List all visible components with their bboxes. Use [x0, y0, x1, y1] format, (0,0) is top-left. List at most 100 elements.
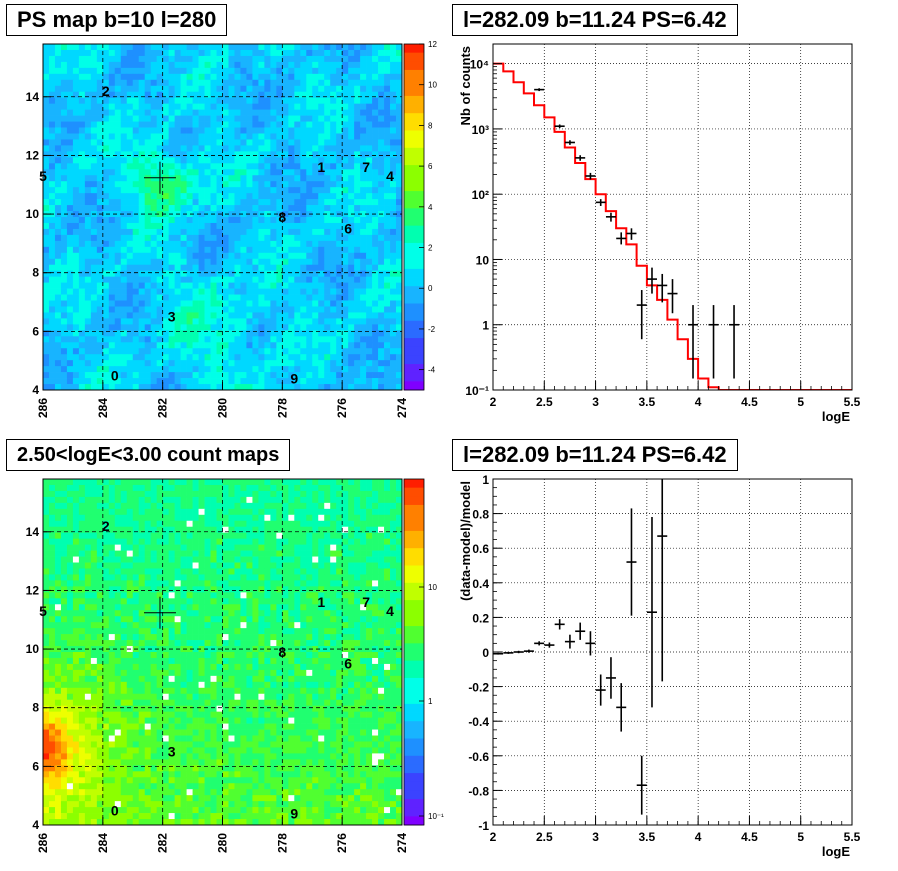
- psmap-cell: [330, 348, 337, 355]
- psmap-ytick-label: 14: [26, 90, 40, 104]
- psmap-cell: [342, 145, 349, 152]
- cmap-cell: [108, 550, 116, 557]
- psmap-cell: [198, 378, 205, 385]
- psmap-cell: [234, 378, 241, 385]
- cmap-cell: [342, 604, 349, 611]
- psmap-cell: [384, 139, 391, 146]
- cmap-cell: [48, 598, 56, 605]
- cmap-cell: [234, 580, 241, 587]
- psmap-cell: [204, 336, 211, 343]
- psmap-cell: [43, 97, 50, 105]
- psmap-cell: [150, 348, 158, 355]
- psmap-cell: [84, 193, 92, 200]
- psmap-cell: [354, 300, 361, 307]
- psmap-cell: [372, 354, 379, 361]
- psmap-cell: [318, 199, 325, 206]
- psmap-cell: [228, 288, 235, 295]
- cmap-cell: [288, 538, 295, 545]
- psmap-cell: [138, 163, 146, 170]
- psmap-cell: [120, 145, 128, 152]
- cmap-cell: [372, 562, 379, 569]
- cmap-cell: [276, 550, 283, 557]
- psmap-cell: [384, 133, 391, 140]
- psmap-cell: [126, 205, 134, 212]
- cmap-cell: [384, 568, 391, 575]
- psmap-cell: [162, 240, 169, 248]
- cmap-cell: [360, 508, 367, 516]
- cmap-cell: [366, 502, 373, 510]
- psmap-cell: [60, 91, 68, 99]
- psmap-cell: [270, 133, 277, 140]
- cmap-cell: [144, 610, 152, 617]
- cmap-cell: [66, 532, 74, 540]
- cmap-cell: [132, 520, 140, 528]
- cmap-cell: [372, 598, 379, 605]
- psmap-cell: [120, 44, 128, 51]
- psmap-cell: [102, 44, 110, 51]
- cmap-cell: [90, 484, 98, 492]
- psmap-cell: [120, 205, 128, 212]
- psmap-cell: [114, 205, 122, 212]
- psmap-cell: [66, 294, 74, 301]
- psmap-cell: [342, 217, 349, 224]
- cmap-cell: [66, 490, 74, 498]
- psmap-cell: [204, 318, 211, 325]
- psmap-cell: [360, 318, 367, 325]
- psmap-cell: [396, 384, 403, 391]
- psmap-cell: [108, 222, 116, 230]
- psmap-cell: [174, 366, 181, 373]
- psmap-cell: [348, 234, 355, 242]
- cmap-cell: [168, 556, 175, 563]
- psmap-cell: [234, 145, 241, 152]
- psmap-cell: [240, 234, 247, 242]
- psmap-cell: [354, 139, 361, 146]
- psmap-cell: [144, 157, 152, 164]
- psmap-cell: [120, 312, 128, 319]
- psmap-cell: [126, 330, 134, 337]
- psmap-cell: [312, 318, 319, 325]
- psmap-cell: [234, 205, 241, 212]
- psmap-cell: [168, 258, 175, 266]
- psmap-cell: [396, 139, 403, 146]
- psmap-cell: [348, 91, 355, 99]
- psmap-cbar-swatch: [404, 312, 424, 322]
- psmap-cell: [66, 306, 74, 313]
- psmap-cell: [144, 348, 152, 355]
- cmap-cell: [66, 598, 74, 605]
- psmap-cell: [180, 85, 187, 93]
- psmap-cell: [282, 151, 289, 158]
- psmap-cell: [360, 246, 367, 254]
- psmap-cell: [258, 342, 265, 349]
- cmap-cell: [324, 479, 331, 486]
- psmap-cell: [228, 79, 235, 87]
- psmap-cell: [324, 300, 331, 307]
- cmap-cell: [78, 568, 86, 575]
- psmap-cell: [43, 384, 50, 391]
- psmap-cell: [390, 306, 397, 313]
- cmap-cell: [186, 556, 193, 563]
- psmap-cell: [66, 222, 74, 230]
- psmap-cell: [396, 193, 403, 200]
- psmap-xtick-label: 278: [275, 398, 289, 418]
- psmap-cell: [186, 342, 193, 349]
- psmap-cell: [186, 240, 193, 248]
- psmap-cell: [48, 121, 56, 128]
- psmap-cell: [144, 163, 152, 170]
- psmap-cell: [120, 127, 128, 134]
- psmap-cell: [336, 115, 343, 122]
- psmap-cell: [276, 252, 283, 260]
- psmap-cell: [384, 288, 391, 295]
- psmap-cell: [342, 240, 349, 248]
- psmap-cell: [66, 193, 74, 200]
- psmap-cell: [288, 115, 295, 122]
- psmap-cell: [48, 61, 56, 69]
- psmap-cell: [108, 127, 116, 134]
- psmap-cell: [180, 276, 187, 283]
- psmap-cbar-swatch: [404, 364, 424, 374]
- cmap-cell: [174, 538, 181, 545]
- psmap-cell: [348, 139, 355, 146]
- psmap-cell: [330, 258, 337, 266]
- psmap-cell: [210, 228, 217, 236]
- psmap-cell: [43, 115, 50, 122]
- cmap-cell: [96, 484, 104, 492]
